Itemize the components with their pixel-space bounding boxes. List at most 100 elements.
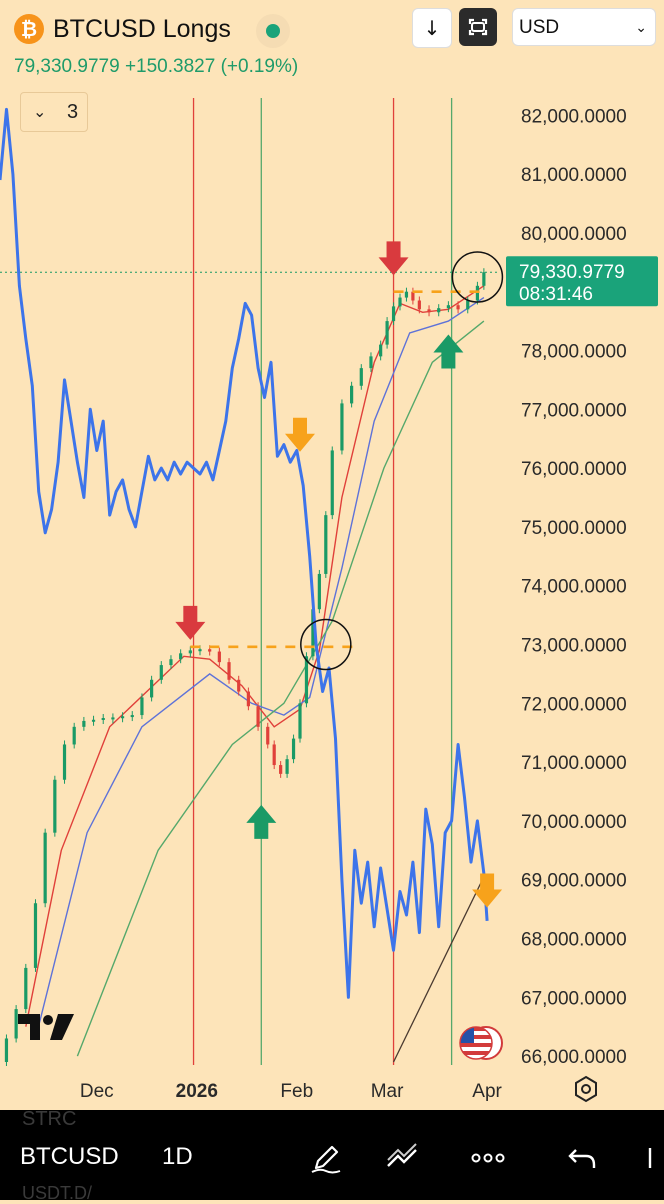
undo-icon xyxy=(568,1149,596,1168)
trend-line xyxy=(392,876,485,1063)
price-tag-countdown: 08:31:46 xyxy=(519,284,593,305)
price-change-pct: (+0.19%) xyxy=(220,56,299,77)
y-axis-tick-label: 69,000.0000 xyxy=(521,871,627,892)
currency-value: USD xyxy=(519,17,560,38)
candle xyxy=(130,715,134,718)
candle xyxy=(150,679,154,698)
symbol-button[interactable]: BTCUSD xyxy=(20,1143,119,1170)
y-axis-tick-label: 66,000.0000 xyxy=(521,1047,627,1068)
x-axis-tick-label: Mar xyxy=(371,1081,404,1102)
x-axis-tick-label: Apr xyxy=(472,1081,502,1102)
candle xyxy=(256,706,260,727)
candle xyxy=(266,726,270,745)
y-axis-tick-label: 78,000.0000 xyxy=(521,341,627,362)
bottom-toolbar xyxy=(0,1110,664,1200)
drawing-tools-button[interactable] xyxy=(382,1138,422,1178)
candle xyxy=(359,368,363,386)
fullscreen-button[interactable] xyxy=(459,8,497,46)
candle xyxy=(72,726,76,745)
drawing-tools-icon xyxy=(387,1143,417,1167)
y-axis-tick-label: 77,000.0000 xyxy=(521,400,627,421)
y-axis-tick-label: 81,000.0000 xyxy=(521,165,627,186)
candle xyxy=(466,300,470,310)
candle xyxy=(208,649,212,652)
candle xyxy=(411,291,415,301)
candle xyxy=(169,659,173,666)
more-icon xyxy=(471,1153,505,1163)
candle xyxy=(179,653,183,660)
candle xyxy=(437,308,441,313)
candle xyxy=(246,691,250,707)
y-axis-tick-label: 74,000.0000 xyxy=(521,577,627,598)
candle xyxy=(62,744,67,780)
candle xyxy=(446,305,450,309)
redo-button[interactable] xyxy=(640,1138,664,1178)
x-axis-tick-label: Dec xyxy=(80,1081,114,1102)
candle xyxy=(291,738,296,760)
candle xyxy=(198,649,202,652)
last-price: 79,330.9779 xyxy=(14,56,120,77)
candle xyxy=(398,297,402,307)
candle xyxy=(304,656,309,704)
candle xyxy=(237,679,241,692)
x-axis-tick-label: 2026 xyxy=(176,1081,218,1102)
indicators-toggle[interactable]: ⌄ 3 xyxy=(20,92,88,132)
candle xyxy=(4,1038,9,1062)
candle xyxy=(427,309,431,313)
candle xyxy=(159,665,163,680)
more-button[interactable] xyxy=(468,1138,508,1178)
us-flag-icon[interactable] xyxy=(458,1024,504,1062)
comparison-line xyxy=(0,107,489,999)
candle xyxy=(140,697,144,716)
y-axis-tick-label: 76,000.0000 xyxy=(521,459,627,480)
candle xyxy=(330,450,334,516)
chevron-down-icon: ⌄ xyxy=(33,102,47,121)
y-axis-tick-label: 72,000.0000 xyxy=(521,694,627,715)
candle xyxy=(91,719,96,722)
candle xyxy=(404,291,409,298)
ghost-symbol-bottom: USDT.D/ xyxy=(22,1183,93,1203)
arrow-orange xyxy=(285,417,315,452)
symbol-title[interactable]: BTCUSD Longs xyxy=(53,15,231,43)
price-tag-value: 79,330.9779 xyxy=(519,262,625,283)
candle xyxy=(379,344,383,357)
arrow-red xyxy=(378,241,409,276)
bitcoin-icon: ₿ xyxy=(14,14,44,44)
arrow-green xyxy=(246,804,277,839)
candle xyxy=(43,832,47,904)
undo-button[interactable] xyxy=(562,1138,602,1178)
indicator-count: 3 xyxy=(67,101,79,123)
candle xyxy=(24,967,28,1010)
pencil-icon xyxy=(311,1145,341,1174)
candle xyxy=(111,717,115,720)
y-axis-tick-label: 75,000.0000 xyxy=(521,518,627,539)
candle xyxy=(120,716,125,719)
interval-button[interactable]: 1D xyxy=(162,1143,193,1170)
candle xyxy=(101,718,105,721)
price-summary: 79,330.9779 +150.3827 (+0.19%) xyxy=(14,56,298,78)
candle xyxy=(350,385,354,404)
pencil-button[interactable] xyxy=(306,1138,346,1178)
candle xyxy=(227,662,231,680)
candle xyxy=(391,306,396,322)
settings-icon[interactable] xyxy=(572,1075,600,1108)
redo-icon xyxy=(648,1148,652,1168)
candle xyxy=(475,285,480,301)
price-chart[interactable]: 82,000.000081,000.000080,000.000079,000.… xyxy=(0,0,664,1110)
arrow-green xyxy=(433,334,464,369)
y-axis-tick-label: 67,000.0000 xyxy=(521,988,627,1009)
chevron-down-icon: ⌄ xyxy=(635,20,647,36)
y-axis-tick-label: 71,000.0000 xyxy=(521,753,627,774)
market-status-icon xyxy=(256,14,290,48)
candle xyxy=(340,403,344,451)
candle xyxy=(317,573,321,610)
candle xyxy=(311,609,315,657)
candle xyxy=(279,765,283,774)
download-button[interactable]: ↓ xyxy=(412,8,452,48)
candle xyxy=(482,272,486,286)
candle xyxy=(217,651,221,663)
currency-select[interactable]: USD ⌄ xyxy=(512,8,656,46)
y-axis-tick-label: 70,000.0000 xyxy=(521,812,627,833)
highlight-circle xyxy=(451,251,504,303)
arrow-red xyxy=(175,605,206,640)
